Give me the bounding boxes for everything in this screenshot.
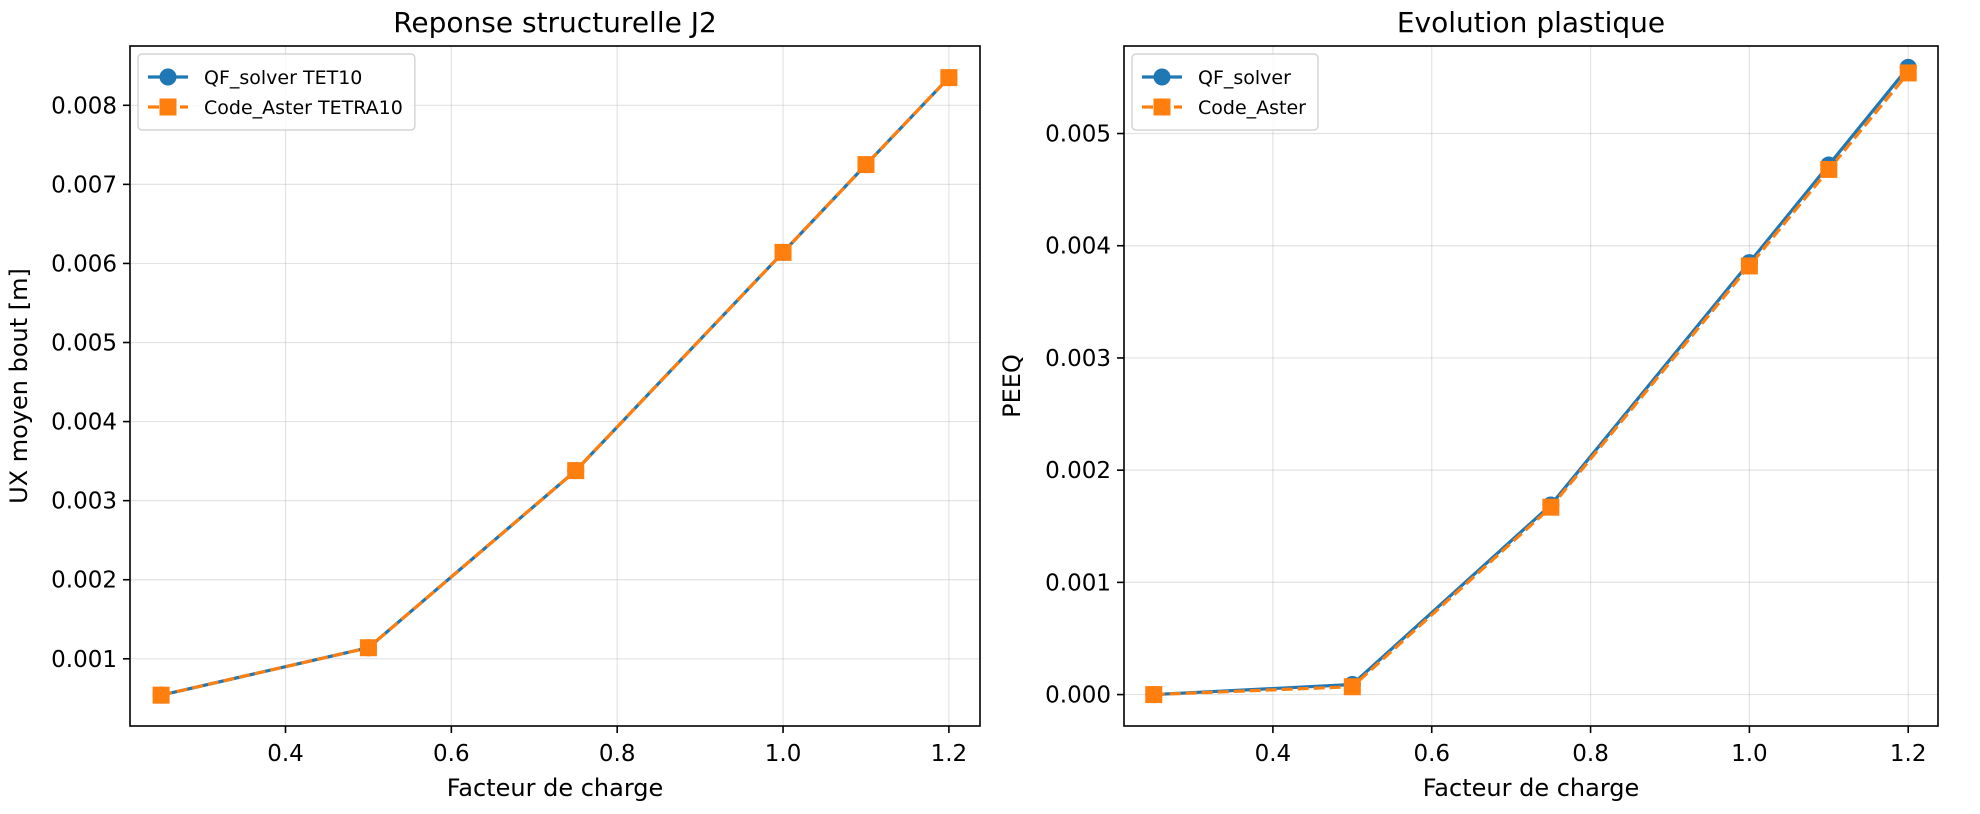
- chart-0-series-1-point-0: [152, 686, 170, 704]
- chart-1-legend-text-0: QF_solver: [1198, 67, 1291, 89]
- chart-0-legend-entry-1: Code_Aster TETRA10: [148, 97, 403, 119]
- chart-0-ytick-label-1: 0.002: [51, 568, 117, 594]
- chart-1-ylabel: PEEQ: [998, 354, 1026, 418]
- chart-1-legend-box: [1131, 53, 1319, 131]
- chart-1-xtick-label-3: 1.0: [1731, 741, 1768, 767]
- chart-0-ytick-label-3: 0.004: [51, 410, 117, 436]
- chart-0-ylabel: UX moyen bout [m]: [5, 268, 33, 504]
- chart-0-markers: [152, 69, 958, 704]
- chart-0-legend-marker-1: [159, 98, 177, 116]
- chart-0-xtick-label-1: 0.6: [433, 741, 470, 767]
- chart-peeq-evolution: 0.4 0.6 0.8 1.0 1.2 0.000 0.001 0.002 0.003 0.004…: [998, 6, 1939, 802]
- chart-0-legend: QF_solver TET10 Code_Aster TETRA10: [137, 53, 416, 131]
- chart-1-markers: [1145, 58, 1917, 704]
- chart-0-ytick-label-4: 0.005: [51, 331, 117, 357]
- chart-1-series-line-1: [1153, 71, 1910, 697]
- chart-1-legend-marker-0: [1153, 68, 1171, 86]
- chart-0-ytick-label-2: 0.003: [51, 489, 117, 515]
- chart-0-series-line-1: [160, 76, 951, 697]
- chart-1-xtick-label-1: 0.6: [1413, 741, 1450, 767]
- chart-1-series-1-point-0: [1145, 686, 1163, 704]
- chart-0-legend-marker-0: [159, 68, 177, 86]
- chart-0-series-1-point-2: [567, 462, 585, 480]
- chart-1-ytick-label-1: 0.001: [1045, 570, 1111, 596]
- chart-1-title: Evolution plastique: [1397, 6, 1665, 39]
- chart-0-title: Reponse structurelle J2: [393, 6, 717, 39]
- chart-0-grid: [130, 46, 980, 726]
- chart-1-legend-text-1: Code_Aster: [1198, 97, 1306, 119]
- chart-0-legend-entry-0: QF_solver TET10: [148, 67, 362, 89]
- chart-1-ytick-label-4: 0.004: [1045, 234, 1111, 260]
- chart-0-lines: [160, 76, 951, 697]
- chart-1-legend-marker-1: [1153, 98, 1171, 116]
- chart-0-ytick-label-7: 0.008: [51, 93, 117, 119]
- chart-0-series-1-point-4: [857, 156, 875, 174]
- chart-0-xtick-label-0: 0.4: [267, 741, 304, 767]
- chart-0-series-1-point-1: [359, 639, 377, 657]
- chart-1-series-1-point-5: [1899, 64, 1917, 82]
- chart-1-xtick-label-2: 0.8: [1572, 741, 1609, 767]
- chart-0-xlabel: Facteur de charge: [447, 774, 664, 802]
- chart-0-series-1-point-3: [774, 243, 792, 261]
- chart-1-series-1-point-3: [1740, 257, 1758, 275]
- chart-0-ytick-label-5: 0.006: [51, 251, 117, 277]
- chart-1-series-line-0: [1153, 66, 1910, 697]
- chart-1-legend-entry-1: Code_Aster: [1142, 97, 1306, 119]
- chart-0-series-1-point-5: [940, 69, 958, 87]
- chart-0-legend-marker-shape-1: [159, 98, 177, 116]
- chart-0-xtick-label-2: 0.8: [599, 741, 636, 767]
- chart-0-legend-text-1: Code_Aster TETRA10: [204, 97, 403, 119]
- chart-1-xlabel: Facteur de charge: [1423, 774, 1640, 802]
- chart-1-ytick-label-0: 0.000: [1045, 683, 1111, 709]
- chart-1-ytick-label-3: 0.003: [1045, 346, 1111, 372]
- chart-1-legend: QF_solver Code_Aster: [1131, 53, 1319, 131]
- chart-1-lines: [1153, 66, 1910, 697]
- chart-1-series-1-point-1: [1343, 678, 1361, 696]
- chart-1-series-1-point-4: [1820, 160, 1838, 178]
- chart-1-xtick-label-4: 1.2: [1890, 741, 1927, 767]
- chart-0-series-line-0: [160, 76, 951, 697]
- chart-0-xtick-label-3: 1.0: [765, 741, 802, 767]
- chart-0-ticks: 0.4 0.6 0.8 1.0 1.2 0.001 0.002 0.003 0.004 0.005…: [51, 93, 967, 767]
- chart-1-frame: [1123, 45, 1939, 727]
- chart-0-xtick-label-4: 1.2: [931, 741, 968, 767]
- chart-0-legend-box: [137, 53, 416, 131]
- chart-1-xtick-label-0: 0.4: [1255, 741, 1292, 767]
- chart-0-legend-marker-shape-0: [159, 68, 177, 86]
- chart-0-ytick-label-6: 0.007: [51, 172, 117, 198]
- chart-1-legend-marker-shape-0: [1153, 68, 1171, 86]
- chart-1-series-1-point-2: [1542, 498, 1560, 516]
- chart-1-ytick-label-2: 0.002: [1045, 458, 1111, 484]
- chart-1-grid: [1124, 46, 1938, 726]
- chart-0-ytick-label-0: 0.001: [51, 647, 117, 673]
- chart-1-ticks: 0.4 0.6 0.8 1.0 1.2 0.000 0.001 0.002 0.003 0.004…: [1045, 122, 1926, 767]
- chart-ux-response: 0.4 0.6 0.8 1.0 1.2 0.001 0.002 0.003 0.004 0.005…: [5, 6, 981, 802]
- chart-0-frame: [129, 45, 981, 727]
- chart-0-legend-text-0: QF_solver TET10: [204, 67, 362, 89]
- chart-1-legend-marker-shape-1: [1153, 98, 1171, 116]
- chart-1-legend-entry-0: QF_solver: [1142, 67, 1291, 89]
- chart-1-ytick-label-5: 0.005: [1045, 122, 1111, 148]
